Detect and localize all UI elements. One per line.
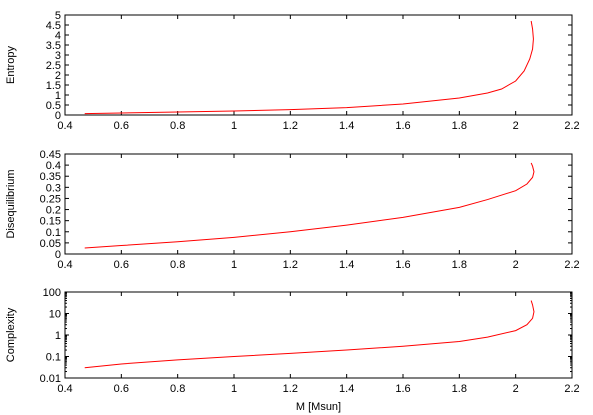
complexity-y-tick-label: 10 (49, 309, 61, 321)
entropy-x-tick-label: 2 (513, 120, 519, 132)
disequilibrium-y-tick-label: 0.4 (46, 160, 61, 172)
disequilibrium-series-line (84, 162, 535, 249)
entropy-y-axis-label: Entropy (5, 46, 17, 84)
complexity-x-tick-label: 1.4 (339, 383, 354, 395)
complexity-x-tick-label: 0.6 (114, 383, 129, 395)
complexity-x-tick-label: 1.8 (452, 383, 467, 395)
entropy-panel: 0.4 0.6 0.8 1 1.2 1.4 1.6 1.8 2 2.200.511.522.533… (5, 10, 580, 132)
complexity-x-tick-label: 2 (513, 383, 519, 395)
complexity-y-tick-label: 100 (43, 287, 61, 299)
disequilibrium-y-tick-label: 0.25 (40, 193, 61, 205)
entropy-x-tick-label: 1.2 (283, 120, 298, 132)
disequilibrium-y-tick-label: 0.35 (40, 171, 61, 183)
complexity-panel: 0.4 0.6 0.8 1 1.2 1.4 1.6 1.8 2 2.2 0.01 0.1 1 10 100 C… (5, 287, 580, 413)
entropy-y-tick-label: 0 (55, 110, 61, 122)
complexity-x-tick-label: 2.2 (564, 383, 579, 395)
entropy-y-tick-label: 4 (55, 30, 61, 42)
entropy-y-tick-label: 3.5 (46, 40, 61, 52)
disequilibrium-y-tick-label: 0.15 (40, 216, 61, 228)
entropy-series-line (84, 20, 534, 115)
entropy-x-tick-label: 1.8 (452, 120, 467, 132)
complexity-y-axis-label: Complexity (5, 307, 17, 362)
entropy-y-tick-label: 0.5 (46, 100, 61, 112)
entropy-y-tick-label: 2.5 (46, 60, 61, 72)
entropy-plot-frame (64, 14, 573, 116)
entropy-x-tick-label: 1.6 (395, 120, 410, 132)
entropy-y-tick-label: 4.5 (46, 20, 61, 32)
entropy-y-tick-label: 5 (55, 10, 61, 22)
x-axis-label: M [Msun] (296, 401, 341, 413)
complexity-y-tick-label: 0.1 (46, 352, 61, 364)
disequilibrium-panel: 0.4 0.6 0.8 1 1.2 1.4 1.6 1.8 2 2.200.050.10.150.… (5, 149, 580, 271)
complexity-y-tick-label: 0.01 (40, 373, 61, 385)
entropy-x-tick-label: 2.2 (564, 120, 579, 132)
complexity-x-tick-label: 1 (231, 383, 237, 395)
complexity-x-tick-label: 1.6 (395, 383, 410, 395)
disequilibrium-x-tick-label: 0.6 (114, 259, 129, 271)
entropy-x-tick-label: 0.8 (170, 120, 185, 132)
disequilibrium-y-tick-label: 0.3 (46, 182, 61, 194)
disequilibrium-x-tick-label: 1.6 (395, 259, 410, 271)
complexity-series-line (84, 300, 535, 369)
entropy-x-tick-label: 1 (231, 120, 237, 132)
disequilibrium-x-tick-label: 0.8 (170, 259, 185, 271)
disequilibrium-y-tick-label: 0.45 (40, 149, 61, 161)
disequilibrium-x-tick-label: 1.4 (339, 259, 354, 271)
complexity-x-tick-label: 0.8 (170, 383, 185, 395)
disequilibrium-x-tick-label: 1.8 (452, 259, 467, 271)
entropy-y-tick-label: 1 (55, 90, 61, 102)
disequilibrium-y-tick-label: 0.2 (46, 205, 61, 217)
disequilibrium-plot-frame (64, 153, 573, 255)
disequilibrium-y-tick-label: 0.05 (40, 238, 61, 250)
disequilibrium-x-tick-label: 2.2 (564, 259, 579, 271)
entropy-x-tick-label: 1.4 (339, 120, 354, 132)
disequilibrium-y-axis-label: Disequilibrium (5, 169, 17, 238)
entropy-y-tick-label: 1.5 (46, 80, 61, 92)
entropy-y-tick-label: 2 (55, 70, 61, 82)
disequilibrium-y-tick-label: 0.1 (46, 227, 61, 239)
entropy-x-tick-label: 0.4 (57, 120, 72, 132)
disequilibrium-x-tick-label: 1.2 (283, 259, 298, 271)
disequilibrium-y-tick-label: 0 (55, 249, 61, 261)
disequilibrium-x-tick-label: 0.4 (57, 259, 72, 271)
entropy-y-tick-label: 3 (55, 50, 61, 62)
disequilibrium-x-tick-label: 2 (513, 259, 519, 271)
complexity-y-tick-label: 1 (55, 330, 61, 342)
disequilibrium-x-tick-label: 1 (231, 259, 237, 271)
complexity-x-tick-label: 1.2 (283, 383, 298, 395)
complexity-x-tick-label: 0.4 (57, 383, 72, 395)
entropy-x-tick-label: 0.6 (114, 120, 129, 132)
